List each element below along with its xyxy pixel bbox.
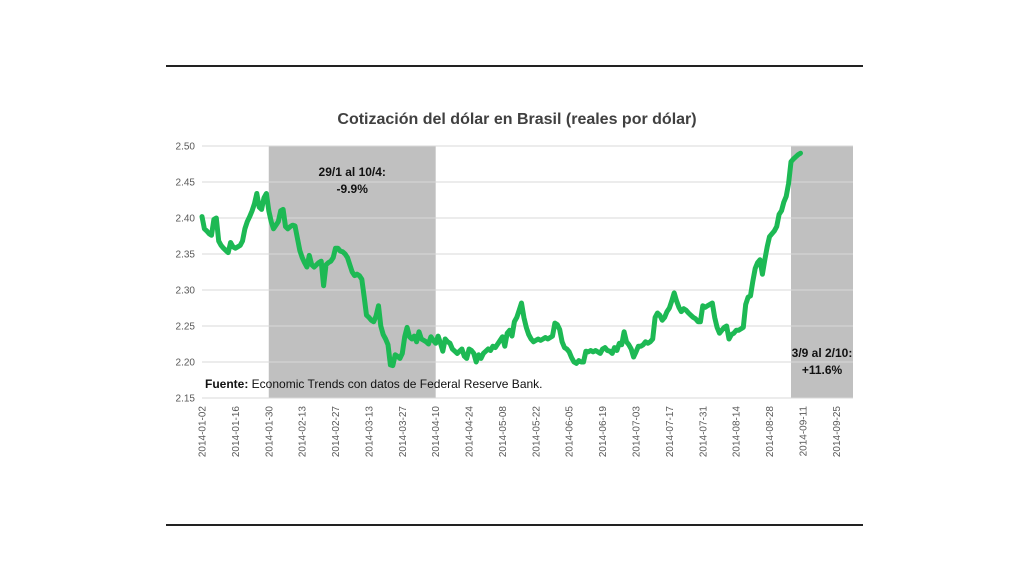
- gridlines: [202, 145, 853, 399]
- x-tick-label: 2014-01-16: [231, 406, 242, 458]
- x-tick-label: 2014-07-03: [632, 406, 643, 458]
- y-tick-label: 2.45: [176, 178, 196, 189]
- source-label: Fuente:: [205, 377, 248, 391]
- source-text: Economic Trends con datos de Federal Res…: [248, 377, 542, 391]
- x-axis-ticks: 2014-01-02 2014-01-16 2014-01-30 2014-02-13…: [198, 406, 843, 458]
- shaded-region-change-2: +11.6%: [802, 363, 843, 377]
- x-tick-label: 2014-08-14: [732, 406, 743, 458]
- x-tick-label: 2014-07-31: [698, 406, 709, 458]
- x-tick-label: 2014-04-24: [465, 406, 476, 458]
- shaded-region-label-1: 29/1 al 10/4:: [319, 165, 386, 179]
- y-tick-label: 2.15: [176, 394, 196, 405]
- x-tick-label: 2014-03-13: [364, 406, 375, 458]
- y-tick-label: 2.30: [176, 286, 196, 297]
- x-tick-label: 2014-03-27: [398, 406, 409, 458]
- x-tick-label: 2014-02-27: [331, 406, 342, 458]
- top-divider: [166, 65, 863, 67]
- x-tick-label: 2014-08-28: [765, 406, 776, 458]
- x-tick-label: 2014-06-19: [598, 406, 609, 458]
- y-tick-label: 2.50: [176, 142, 196, 153]
- annotations: 29/1 al 10/4: -9.9% 3/9 al 2/10: +11.6%: [319, 165, 853, 377]
- y-tick-label: 2.20: [176, 358, 196, 369]
- y-tick-label: 2.35: [176, 250, 196, 261]
- x-tick-label: 2014-09-25: [832, 406, 843, 458]
- shaded-region-label-2: 3/9 al 2/10:: [792, 346, 853, 360]
- shaded-region-2: [791, 146, 853, 398]
- x-tick-label: 2014-04-10: [431, 406, 442, 458]
- series-line: [199, 150, 803, 369]
- bottom-divider: [166, 524, 863, 526]
- x-tick-label: 2014-05-22: [531, 406, 542, 458]
- x-tick-label: 2014-01-02: [198, 406, 209, 458]
- source-note: Fuente: Economic Trends con datos de Fed…: [205, 377, 543, 391]
- y-axis-ticks: 2.15 2.20 2.25 2.30 2.35 2.40 2.45 2.50: [176, 142, 196, 405]
- shaded-region-change-1: -9.9%: [337, 182, 369, 196]
- x-tick-label: 2014-07-17: [665, 406, 676, 458]
- x-tick-label: 2014-05-08: [498, 406, 509, 458]
- x-tick-label: 2014-01-30: [264, 406, 275, 458]
- x-tick-label: 2014-02-13: [298, 406, 309, 458]
- y-tick-label: 2.40: [176, 214, 196, 225]
- x-tick-label: 2014-09-11: [798, 406, 809, 457]
- y-tick-label: 2.25: [176, 322, 196, 333]
- x-tick-label: 2014-06-05: [565, 406, 576, 458]
- chart-title: Cotización del dólar en Brasil (reales p…: [337, 111, 696, 128]
